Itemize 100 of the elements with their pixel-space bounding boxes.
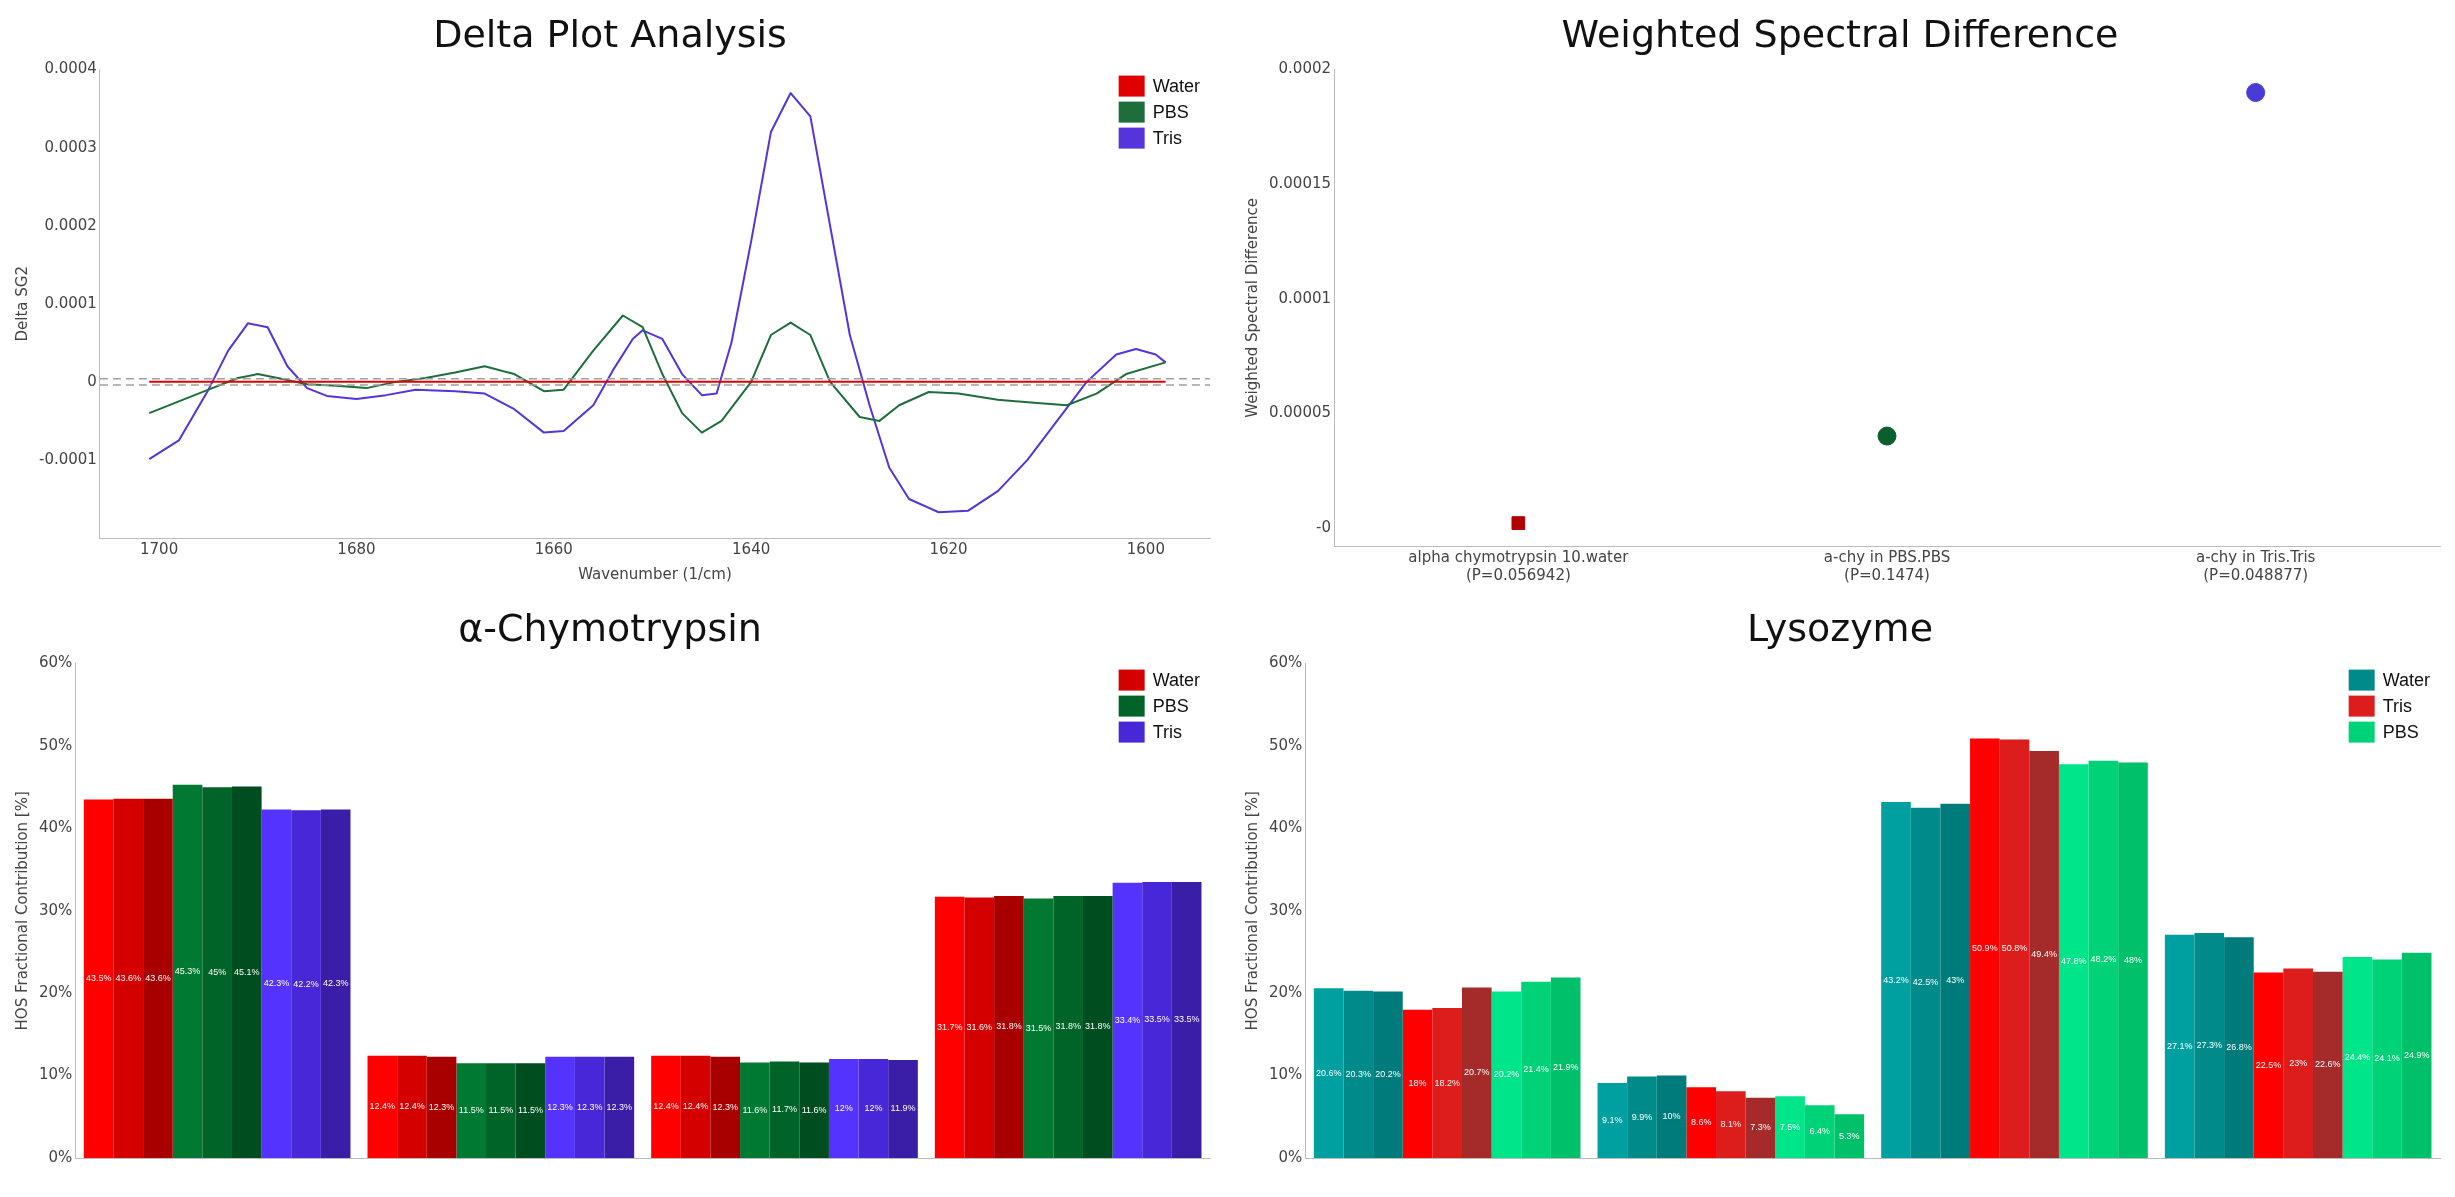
bar (320, 809, 351, 1158)
data-label: 43.5% (85, 973, 112, 984)
bar (2058, 764, 2089, 1158)
bar (261, 809, 292, 1158)
bar (740, 1062, 770, 1158)
bar (710, 1056, 741, 1158)
data-label: 12.3% (606, 1101, 633, 1112)
bar (2088, 760, 2119, 1158)
bar (83, 799, 114, 1158)
data-label: 33.5% (1144, 1014, 1170, 1025)
data-label: 11.5% (518, 1105, 543, 1116)
bar (1597, 1083, 1628, 1158)
bar (2312, 971, 2343, 1158)
bar (1142, 881, 1172, 1158)
bar (1910, 807, 1941, 1158)
bar (1716, 1091, 1746, 1158)
y-tick-label: 20% (39, 983, 73, 1002)
bar (1804, 1105, 1835, 1158)
y-tick-label: 10% (39, 1065, 73, 1084)
data-label: 20.7% (1464, 1067, 1490, 1078)
y-tick-label: 0.0001 (44, 293, 97, 312)
y-tick-label: 0.0001 (1278, 288, 1332, 307)
bar (1940, 803, 1971, 1158)
y-tick-label: 0.0002 (44, 215, 97, 234)
y-tick-label: 0.0002 (1278, 59, 1332, 78)
bar (934, 896, 965, 1158)
legend-label: Water (1152, 669, 1201, 690)
bar (1373, 991, 1403, 1158)
bar (604, 1056, 635, 1158)
y-tick-label: 0.0004 (44, 59, 97, 78)
chart-title: α-Chymotrypsin (458, 605, 762, 650)
data-label: 20.6% (1315, 1067, 1342, 1078)
x-tick-label: 1660 (534, 539, 573, 558)
data-label: 12.4% (682, 1101, 709, 1112)
data-label: 33.5% (1173, 1014, 1200, 1025)
bar (964, 897, 995, 1158)
data-label: 31.8% (1085, 1021, 1111, 1032)
data-label: 48% (2124, 954, 2143, 965)
bar (574, 1056, 605, 1158)
y-tick-label: 40% (1269, 818, 1303, 837)
data-label: 45.3% (174, 965, 201, 976)
data-label: 42.2% (293, 978, 319, 989)
x-tick-label: 1680 (337, 539, 376, 558)
data-label: 31.8% (996, 1021, 1022, 1032)
bar (1053, 895, 1083, 1158)
bar (1550, 977, 1581, 1158)
bar (1834, 1114, 1865, 1158)
y-tick-label: 60% (1269, 653, 1303, 672)
y-tick-label: 50% (39, 735, 73, 754)
bar (1775, 1096, 1805, 1158)
data-label: 49.4% (2031, 948, 2057, 959)
x-tick-label: 1640 (732, 539, 771, 558)
data-label: 11.5% (488, 1105, 514, 1116)
data-label: 45% (208, 967, 227, 978)
chart-title: Weighted Spectral Difference (1561, 11, 2119, 56)
data-label: 11.7% (772, 1104, 797, 1115)
y-tick-label: 20% (1269, 983, 1303, 1002)
data-label: 11.9% (890, 1103, 916, 1114)
data-label: 9.9% (1631, 1111, 1653, 1122)
data-label: 31.7% (936, 1021, 963, 1032)
bar (1745, 1097, 1776, 1158)
data-label: 11.6% (742, 1104, 768, 1115)
y-axis-title: Delta SG2 (12, 266, 31, 342)
y-tick-label: 50% (1269, 735, 1303, 754)
data-label: 18.2% (1434, 1077, 1460, 1088)
bar (1343, 990, 1374, 1158)
data-label: 8.1% (1720, 1119, 1742, 1130)
bar (1461, 987, 1492, 1158)
bar (1686, 1087, 1717, 1158)
data-label: 43% (1946, 975, 1965, 986)
bar (769, 1061, 800, 1158)
data-label: 27.3% (2196, 1040, 2223, 1051)
data-label: 12.3% (576, 1101, 603, 1112)
data-label: 42.3% (263, 978, 290, 989)
bar (2029, 750, 2059, 1158)
legend-label: PBS (1152, 695, 1189, 716)
data-label: 6.4% (1809, 1126, 1830, 1137)
data-label: 24.4% (2344, 1051, 2371, 1062)
chart-title: Lysozyme (1746, 605, 1934, 650)
legend-label: PBS (2382, 721, 2419, 742)
bar (2283, 968, 2313, 1158)
data-label: 43.2% (1883, 974, 1909, 985)
bar (2253, 972, 2284, 1158)
legend-label: Tris (1152, 721, 1182, 742)
data-label: 42.3% (322, 978, 349, 989)
bar (172, 784, 203, 1158)
y-tick-label: 0.00015 (1269, 174, 1332, 193)
data-label: 31.6% (966, 1022, 993, 1033)
chart-title: Delta Plot Analysis (433, 11, 787, 56)
data-label: 27.1% (2166, 1040, 2193, 1051)
data-label: 20.3% (1345, 1068, 1372, 1079)
x-tick-label: 1600 (1126, 539, 1165, 558)
data-label: 33.4% (1114, 1014, 1141, 1025)
y-tick-label: -0.0001 (38, 449, 97, 468)
bar (1521, 981, 1551, 1158)
y-tick-label: 10% (1269, 1065, 1303, 1084)
data-label: 9.1% (1602, 1114, 1623, 1125)
data-label: 8.6% (1690, 1117, 1712, 1128)
legend-label: PBS (1152, 101, 1189, 122)
data-label: 7.3% (1750, 1122, 1771, 1133)
